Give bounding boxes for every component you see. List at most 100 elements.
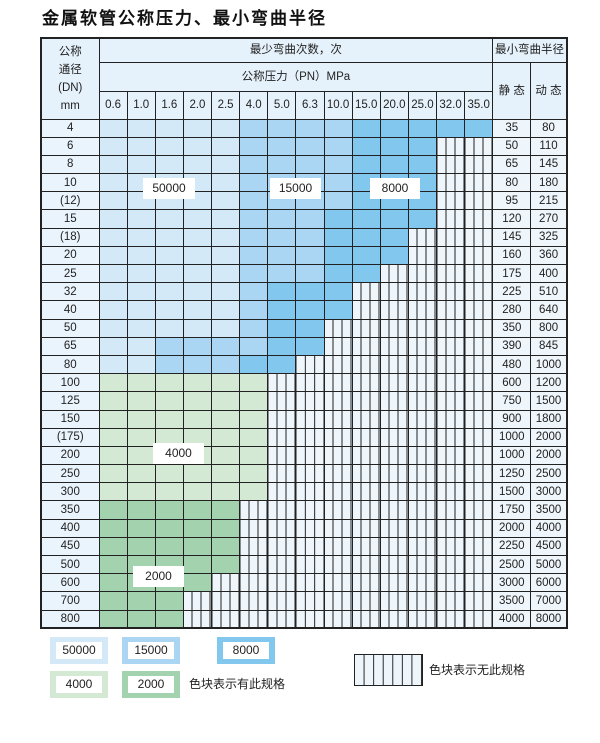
spec-cell [126, 445, 156, 466]
spec-cell [98, 263, 128, 284]
dynamic-radius-cell: 145 [530, 154, 568, 175]
spec-cell [239, 445, 269, 466]
dynamic-radius-cell: 5000 [530, 554, 568, 575]
static-radius-cell: 50 [492, 136, 532, 156]
spec-cell [182, 518, 213, 538]
bend-count-header: 最少弯曲次数，次 [98, 37, 494, 63]
no-spec-cell [435, 336, 466, 356]
table-row: 700 3500 7000 [40, 591, 568, 611]
spec-cell [239, 227, 269, 247]
table-row: 4 35 80 [40, 118, 568, 138]
no-spec-cell [239, 500, 269, 520]
spec-cell [407, 136, 438, 156]
dn-cell: 700 [40, 591, 100, 611]
spec-cell [154, 591, 184, 611]
spec-cell [239, 136, 269, 156]
dynamic-radius-cell: 640 [530, 300, 568, 320]
spec-cell [239, 427, 269, 447]
no-spec-cell [267, 500, 297, 520]
spec-cell [154, 500, 184, 520]
spec-cell [126, 209, 156, 229]
no-spec-cell [379, 336, 409, 356]
dn-cell: 450 [40, 536, 100, 557]
no-spec-cell [267, 409, 297, 429]
spec-cell [351, 136, 381, 156]
no-spec-cell [351, 536, 381, 557]
no-spec-cell [210, 609, 241, 629]
no-spec-cell [379, 282, 409, 302]
spec-cell [154, 282, 184, 302]
dn-cell: 100 [40, 373, 100, 393]
spec-cell [182, 373, 213, 393]
spec-cell [323, 282, 353, 302]
dn-cell: (175) [40, 427, 100, 447]
table-row: 40 280 640 [40, 300, 568, 320]
static-radius-cell: 480 [492, 354, 532, 375]
spec-cell [210, 536, 241, 557]
no-spec-cell [295, 536, 325, 557]
spec-cell [154, 300, 184, 320]
spec-cell [239, 173, 269, 193]
table-row: 150 900 1800 [40, 409, 568, 429]
static-radius-cell: 750 [492, 391, 532, 411]
static-radius-cell: 95 [492, 191, 532, 211]
no-spec-cell [351, 518, 381, 538]
no-spec-cell [239, 573, 269, 593]
dn-cell: 80 [40, 354, 100, 375]
dynamic-radius-cell: 510 [530, 282, 568, 302]
no-spec-cell [379, 518, 409, 538]
spec-cell [295, 227, 325, 247]
table-row: (175) 1000 2000 [40, 427, 568, 447]
spec-cell [239, 373, 269, 393]
static-radius-cell: 1250 [492, 464, 532, 484]
pressure-col-header: 0.6 [98, 90, 128, 120]
spec-cell [154, 354, 184, 375]
spec-cell [239, 191, 269, 211]
no-spec-cell [351, 554, 381, 575]
no-spec-cell [407, 573, 438, 593]
no-spec-cell [351, 391, 381, 411]
table-row: 600 3000 6000 [40, 573, 568, 593]
dn-cell: 50 [40, 318, 100, 338]
spec-cell [182, 464, 213, 484]
spec-cell [239, 300, 269, 320]
spec-cell [351, 245, 381, 266]
no-spec-cell [295, 573, 325, 593]
static-radius-cell: 2250 [492, 536, 532, 557]
spec-cell [126, 282, 156, 302]
region-label-2000: 2000 [133, 566, 184, 587]
spec-cell [98, 300, 128, 320]
dynamic-radius-cell: 800 [530, 318, 568, 338]
no-spec-cell [464, 136, 494, 156]
dn-header-line: 通径 [58, 63, 82, 76]
spec-cell [210, 209, 241, 229]
no-spec-cell [407, 373, 438, 393]
legend-label: 2000 [128, 676, 174, 693]
spec-cell [182, 573, 213, 593]
no-spec-cell [267, 373, 297, 393]
spec-cell [182, 227, 213, 247]
table-row: 500 2500 5000 [40, 554, 568, 575]
no-spec-cell [267, 591, 297, 611]
static-radius-cell: 600 [492, 373, 532, 393]
spec-cell [98, 445, 128, 466]
static-radius-cell: 120 [492, 209, 532, 229]
no-spec-cell [351, 573, 381, 593]
pressure-col-header: 5.0 [267, 90, 297, 120]
dynamic-radius-cell: 360 [530, 245, 568, 266]
no-spec-cell [379, 300, 409, 320]
spec-cell [351, 118, 381, 138]
dynamic-radius-cell: 7000 [530, 591, 568, 611]
dynamic-radius-cell: 270 [530, 209, 568, 229]
spec-cell [154, 318, 184, 338]
no-spec-cell [435, 173, 466, 193]
spec-cell [182, 482, 213, 502]
table-row: 80 480 1000 [40, 354, 568, 375]
no-spec-cell [267, 464, 297, 484]
no-spec-cell [435, 536, 466, 557]
no-spec-cell [464, 609, 494, 629]
no-spec-cell [182, 591, 213, 611]
no-spec-cell [379, 554, 409, 575]
pressure-radius-table: 公称 通径 (DN) mm 最少弯曲次数，次 最小弯曲半径 公称压力（PN）MP… [40, 37, 568, 630]
page-title: 金属软管公称压力、最小弯曲半径 [42, 9, 327, 29]
